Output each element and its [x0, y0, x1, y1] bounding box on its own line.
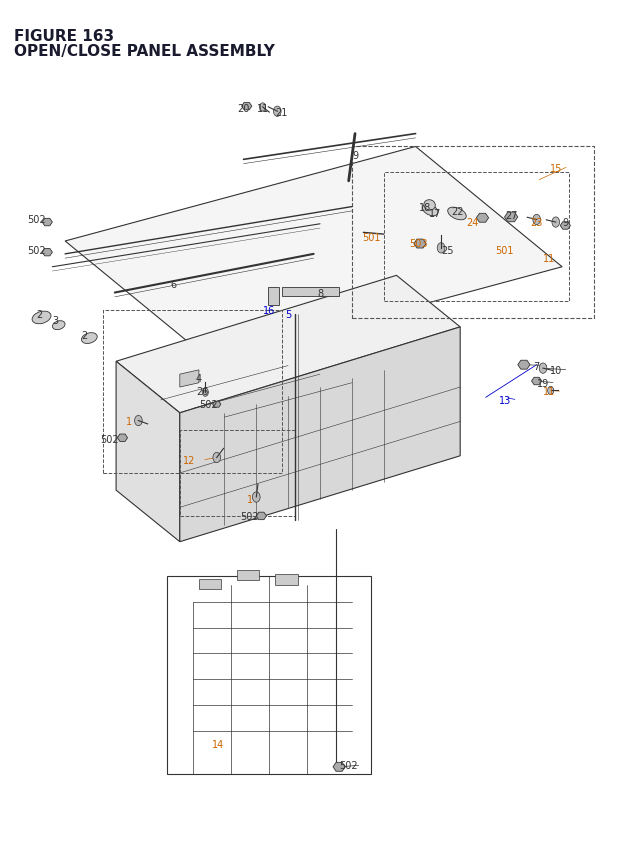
Text: 502: 502	[27, 215, 45, 226]
Text: 9: 9	[352, 151, 358, 161]
Text: 14: 14	[212, 739, 224, 749]
Circle shape	[252, 492, 260, 503]
Text: 21: 21	[276, 108, 288, 118]
Polygon shape	[42, 219, 52, 226]
Circle shape	[213, 453, 221, 463]
Circle shape	[260, 103, 266, 112]
Text: 6: 6	[170, 280, 177, 289]
Circle shape	[548, 387, 554, 395]
Text: 501: 501	[362, 232, 380, 243]
Polygon shape	[532, 378, 541, 385]
Text: 20: 20	[237, 103, 250, 114]
Text: 22: 22	[451, 207, 463, 217]
Text: FIGURE 163: FIGURE 163	[14, 29, 115, 44]
Text: 502: 502	[27, 245, 45, 255]
Polygon shape	[242, 103, 252, 111]
Ellipse shape	[448, 208, 467, 220]
Text: 12: 12	[183, 455, 196, 466]
Ellipse shape	[32, 312, 51, 325]
Polygon shape	[476, 214, 488, 223]
Text: 1: 1	[126, 417, 132, 427]
Ellipse shape	[424, 201, 435, 211]
Circle shape	[437, 244, 445, 254]
Text: 25: 25	[441, 245, 454, 255]
Polygon shape	[116, 276, 460, 413]
Text: 11: 11	[543, 387, 556, 397]
Polygon shape	[414, 240, 426, 249]
Text: 24: 24	[467, 218, 479, 228]
Circle shape	[202, 388, 209, 397]
Text: OPEN/CLOSE PANEL ASSEMBLY: OPEN/CLOSE PANEL ASSEMBLY	[14, 44, 275, 59]
Circle shape	[134, 416, 142, 426]
Polygon shape	[333, 763, 345, 771]
Text: 7: 7	[534, 361, 540, 371]
Circle shape	[273, 107, 281, 117]
Polygon shape	[256, 512, 266, 520]
Text: 11: 11	[257, 103, 269, 114]
Text: 502: 502	[241, 511, 259, 521]
Bar	[199, 579, 221, 589]
Ellipse shape	[422, 205, 438, 216]
Text: 2: 2	[36, 310, 43, 319]
Polygon shape	[65, 147, 562, 362]
Ellipse shape	[52, 321, 65, 331]
Text: 502: 502	[100, 434, 119, 444]
Text: 8: 8	[317, 288, 323, 298]
Text: 4: 4	[196, 374, 202, 384]
Text: 2: 2	[81, 331, 87, 341]
Polygon shape	[117, 435, 127, 442]
Bar	[275, 574, 298, 585]
Text: 11: 11	[543, 254, 556, 263]
Bar	[282, 288, 339, 297]
Text: 15: 15	[550, 164, 562, 174]
Circle shape	[552, 218, 559, 228]
Text: 16: 16	[263, 306, 275, 315]
Text: 502: 502	[199, 400, 218, 410]
Text: 1: 1	[247, 494, 253, 505]
Text: 18: 18	[419, 202, 431, 213]
Text: 19: 19	[537, 378, 549, 388]
Circle shape	[540, 363, 547, 374]
Polygon shape	[212, 402, 221, 408]
Bar	[237, 570, 259, 580]
Text: 503: 503	[410, 238, 428, 249]
Polygon shape	[42, 249, 52, 257]
Circle shape	[533, 215, 540, 226]
Text: 502: 502	[339, 760, 358, 771]
Text: 5: 5	[285, 310, 291, 319]
Polygon shape	[560, 222, 570, 230]
Bar	[167, 576, 371, 774]
Polygon shape	[180, 327, 460, 542]
Polygon shape	[518, 361, 530, 369]
Text: 13: 13	[499, 395, 511, 406]
Text: 10: 10	[550, 365, 562, 375]
Polygon shape	[180, 370, 199, 387]
Text: 27: 27	[505, 211, 517, 221]
Text: 9: 9	[563, 218, 568, 228]
Polygon shape	[504, 213, 518, 222]
Ellipse shape	[81, 333, 97, 344]
Polygon shape	[116, 362, 180, 542]
Text: 501: 501	[495, 245, 514, 255]
Text: 23: 23	[531, 218, 543, 228]
Text: 3: 3	[52, 316, 59, 325]
Bar	[268, 288, 279, 306]
Text: 26: 26	[196, 387, 208, 397]
Text: 17: 17	[429, 209, 441, 220]
